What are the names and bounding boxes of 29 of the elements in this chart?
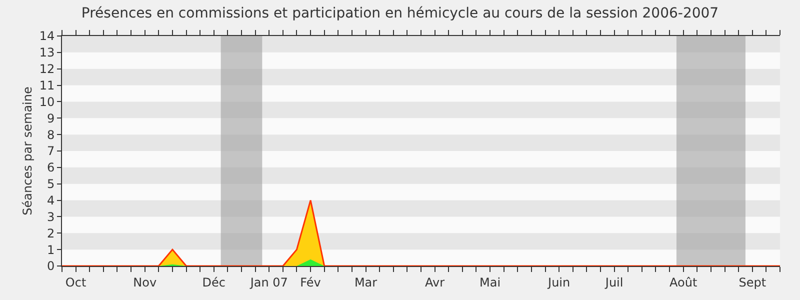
x-tick-label: Fév <box>300 275 321 290</box>
x-tick-label: Mai <box>480 275 501 290</box>
y-tick-label: 2 <box>46 226 55 240</box>
y-tick-label: 12 <box>39 62 55 76</box>
y-tick-label: 9 <box>46 111 55 126</box>
y-tick-label: 1 <box>46 242 55 257</box>
x-tick-label: Avr <box>425 275 445 290</box>
y-tick-label: 0 <box>46 259 55 274</box>
x-tick-label: Déc <box>202 275 226 290</box>
y-tick-label: 14 <box>39 29 55 44</box>
y-tick-label: 11 <box>39 78 55 92</box>
y-tick-label: 13 <box>39 46 55 60</box>
chart-title: Présences en commissions et participation en hémicycle au cours de la session 2006-2007 <box>81 5 719 22</box>
x-tick-label: Nov <box>133 275 157 290</box>
x-tick-label: Juil <box>604 275 624 290</box>
y-tick-label: 3 <box>46 210 55 224</box>
y-tick-label: 10 <box>39 94 55 109</box>
x-tick-label: Sept <box>738 275 766 290</box>
x-tick-label: Août <box>670 275 698 290</box>
y-tick-label: 4 <box>46 193 55 208</box>
x-tick-label: Oct <box>65 275 86 290</box>
y-tick-label: 7 <box>46 144 55 158</box>
x-tick-label: Jan 07 <box>249 275 288 290</box>
x-tick-label: Juin <box>547 275 570 290</box>
y-tick-label: 5 <box>46 177 55 192</box>
y-axis-title: Séances par semaine <box>20 86 35 216</box>
y-tick-label: 6 <box>46 160 55 175</box>
y-tick-label: 8 <box>46 128 55 142</box>
x-tick-label: Mar <box>354 275 378 290</box>
